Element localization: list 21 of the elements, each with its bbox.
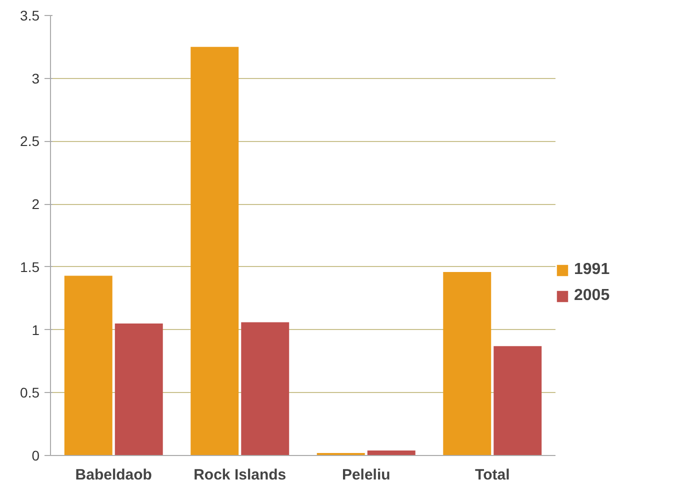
bar <box>494 346 542 456</box>
y-tick-label: 3.5 <box>20 8 40 24</box>
bar <box>190 46 239 456</box>
legend-label: 1991 <box>574 261 610 279</box>
x-tick-label: Babeldaob <box>75 466 152 484</box>
bar <box>241 322 290 456</box>
bar <box>443 272 492 456</box>
y-tick-label: 2 <box>32 196 40 212</box>
bar <box>367 450 416 456</box>
y-tick-label: 0.5 <box>20 384 40 401</box>
x-tick-label: Peleliu <box>342 466 390 484</box>
y-tick-label: 1 <box>32 322 40 338</box>
legend-label: 2005 <box>574 287 610 305</box>
y-tick-label: 3 <box>32 70 40 86</box>
y-tick-label: 1.5 <box>20 258 40 275</box>
x-tick-label: Rock Islands <box>194 466 286 484</box>
x-tick-label: Total <box>475 466 510 484</box>
bar <box>114 324 163 456</box>
y-tick-label: 0 <box>32 448 40 464</box>
y-tick-label: 2.5 <box>20 133 40 150</box>
bar <box>64 276 112 456</box>
